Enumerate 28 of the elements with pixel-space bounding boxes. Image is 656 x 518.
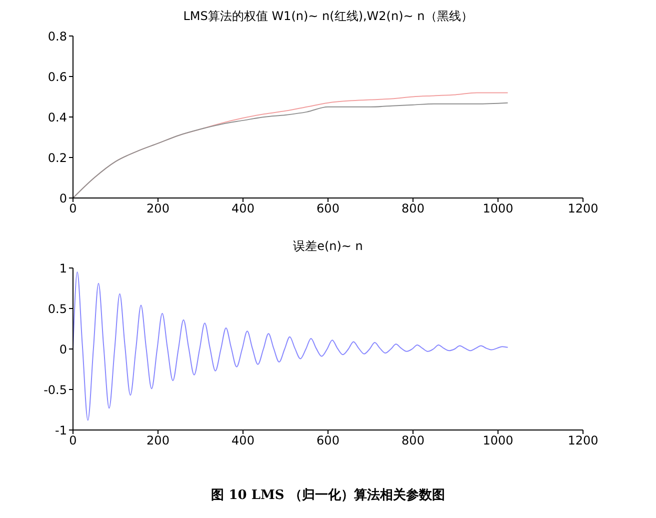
y-tick-label: 0.2 xyxy=(48,150,67,165)
caption: 图 10 LMS （归一化）算法相关参数图 xyxy=(210,486,446,504)
x-tick-label: 600 xyxy=(316,434,340,448)
x-tick-label: 600 xyxy=(316,202,340,216)
x-tick-label: 800 xyxy=(402,434,424,448)
y-tick-label: 0.8 xyxy=(48,29,67,44)
x-tick-label: 400 xyxy=(232,202,254,216)
y-tick-label: -0.5 xyxy=(44,382,67,397)
x-tick-label: 800 xyxy=(402,202,424,216)
y-tick-label: 0.5 xyxy=(48,302,67,316)
y-tick-label: 0 xyxy=(59,191,67,206)
line-series xyxy=(73,272,508,421)
x-tick-label: 1200 xyxy=(568,434,598,448)
y-tick-label: 0.4 xyxy=(48,110,67,124)
y-tick-label: 0 xyxy=(59,342,67,356)
x-tick-label: 200 xyxy=(146,434,170,448)
chart-title: 误差e(n)~ n xyxy=(292,238,364,255)
x-tick-label: 1000 xyxy=(482,434,514,448)
y-tick-label: 0.6 xyxy=(48,70,67,84)
x-tick-label: 400 xyxy=(232,434,254,448)
chart-title: LMS算法的权值 W1(n)~ n(红线),W2(n)~ n（黑线） xyxy=(182,8,474,25)
y-tick-label: -1 xyxy=(55,423,67,438)
x-tick-label: 1000 xyxy=(482,202,514,216)
x-tick-label: 1200 xyxy=(568,202,598,216)
x-tick-label: 0 xyxy=(69,434,77,448)
x-tick-label: 200 xyxy=(146,202,170,216)
x-tick-label: 0 xyxy=(69,202,77,216)
y-tick-label: 1 xyxy=(59,261,67,276)
